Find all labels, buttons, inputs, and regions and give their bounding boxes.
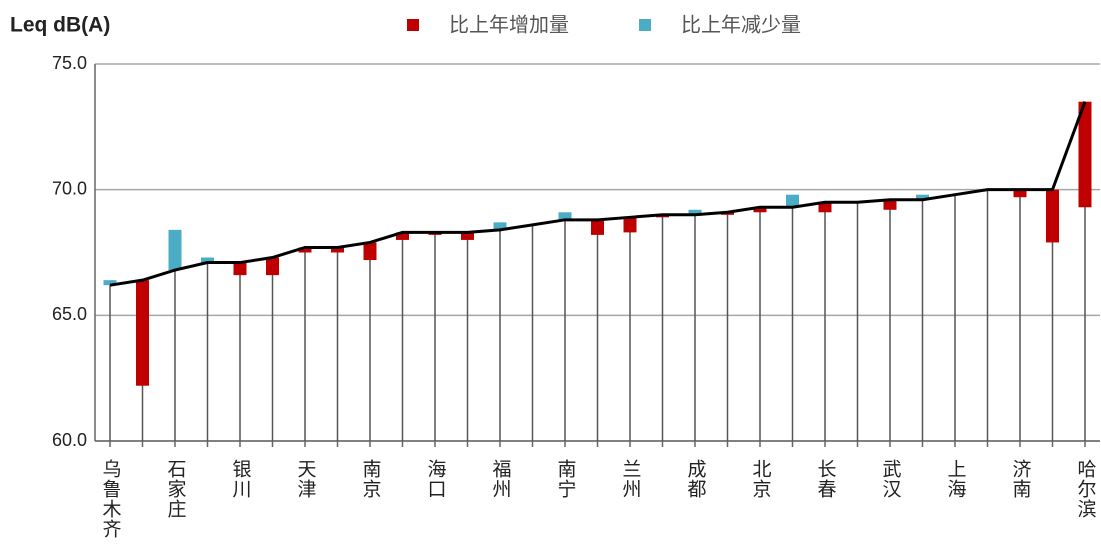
change-bar [266,257,279,276]
x-tick-label: 福州 [490,459,512,499]
change-bar [1046,189,1059,243]
change-bar [103,280,117,286]
change-bar [558,212,572,220]
x-tick-label: 北京 [750,459,772,499]
legend-swatch [407,19,419,31]
legend-label: 比上年减少量 [681,13,801,37]
change-bar [201,257,214,263]
y-tick-label: 60.0 [52,430,87,450]
change-bar [363,242,377,261]
x-tick-label: 上海 [945,459,967,499]
line [109,101,1087,287]
x-tick-label: 哈尔滨 [1075,459,1097,519]
change-bar [916,194,929,200]
y-tick-label: 70.0 [52,178,87,198]
change-bar [396,232,409,240]
change-bar [233,262,247,276]
x-tick-label: 石家庄 [165,459,187,519]
change-bar [883,199,897,210]
change-bar [591,219,604,235]
y-tick-label: 75.0 [52,53,87,73]
x-tick-label: 天津 [295,459,317,499]
change-bar [298,247,312,253]
legend-swatch [639,19,651,31]
x-tick-label: 武汉 [880,459,902,499]
change-bar [1078,101,1092,208]
change-bar [786,194,799,208]
legend-label: 比上年增加量 [449,13,569,37]
x-tick-label: 长春 [815,459,837,499]
x-tick-label: 济南 [1010,459,1032,499]
x-tick-label: 乌鲁木齐 [100,459,122,539]
change-bar [136,280,149,386]
change-bar [168,229,182,271]
y-tick-label: 65.0 [52,304,87,324]
x-tick-label: 南宁 [555,459,577,499]
x-tick-label: 成都 [685,459,707,499]
change-bar [623,217,637,233]
change-bar [1013,189,1027,198]
change-bar [493,222,507,230]
x-tick-label: 海口 [425,459,447,499]
x-tick-label: 南京 [360,459,382,499]
y-axis-label: Leq dB(A) [10,14,110,37]
change-bar [753,207,767,213]
x-tick-label: 兰州 [620,459,642,499]
x-tick-label: 银川 [230,459,252,499]
change-bar [461,232,474,240]
change-bar [688,209,702,215]
change-bar [818,202,832,213]
change-bar [331,247,344,253]
